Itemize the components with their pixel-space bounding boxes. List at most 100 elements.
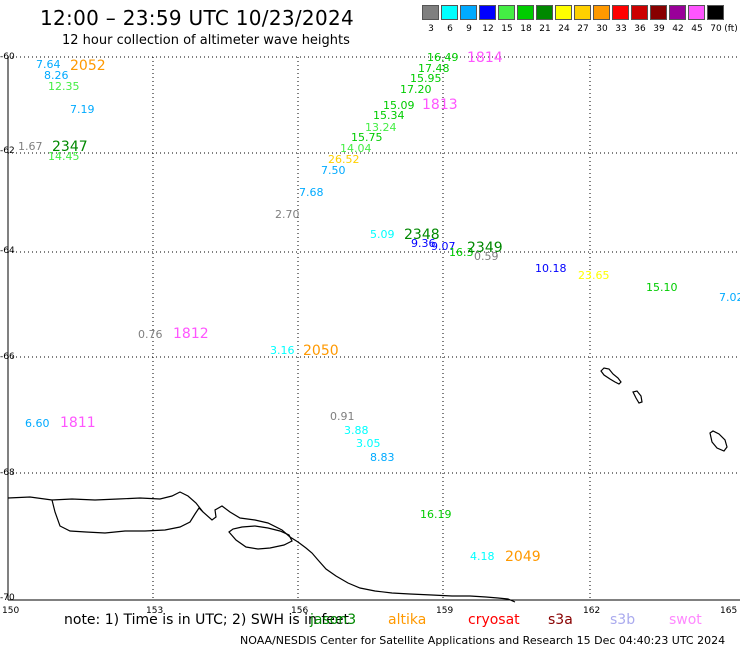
antarctica-coastline	[7, 491, 516, 603]
lon-label-156: 156	[291, 606, 309, 616]
wave-height-value: 15.34	[373, 109, 405, 122]
scale-label-12: 12	[482, 24, 494, 34]
wave-height-value: 2.70	[275, 208, 300, 221]
wave-height-value: 15.95	[410, 72, 442, 85]
coastline-inlet	[228, 525, 293, 550]
scale-label-36: 36	[634, 24, 646, 34]
wave-height-value: 14.45	[48, 150, 80, 163]
wave-height-value: 4.18	[470, 550, 495, 563]
wave-height-value: 23.65	[578, 269, 610, 282]
wave-height-value: 9.36	[411, 237, 436, 250]
lat-label-70: -70	[0, 593, 15, 603]
satellite-legend-s3b: s3b	[610, 612, 636, 628]
wave-height-value: 7.19	[70, 103, 95, 116]
track-time-label: 1811	[60, 415, 96, 431]
grid-lines	[8, 56, 740, 600]
scale-label-21: 21	[539, 24, 551, 34]
wave-height-value: 3.88	[344, 424, 369, 437]
scale-swatch-70	[707, 5, 724, 20]
credit-footer: NOAA/NESDIS Center for Satellite Applica…	[240, 634, 726, 647]
wave-height-value: 7.68	[299, 186, 324, 199]
scale-label-24: 24	[558, 24, 570, 34]
scale-swatch-24	[555, 5, 572, 20]
satellite-legend-jason3: jason3	[310, 612, 357, 628]
wave-height-value: 9.07	[431, 240, 456, 253]
scale-swatch-3	[422, 5, 439, 20]
wave-height-value: 3.16	[270, 344, 295, 357]
scale-label-45: 45	[691, 24, 703, 34]
wave-height-value: 8.26	[44, 69, 69, 82]
scale-label-6: 6	[447, 24, 453, 34]
track-time-label: 2049	[505, 549, 541, 565]
track-time-label: 2052	[70, 58, 106, 74]
map-subtitle: 12 hour collection of altimeter wave hei…	[62, 33, 350, 48]
track-time-label: 1814	[467, 50, 503, 66]
coastline-embayment	[51, 499, 204, 534]
lat-label-64: -64	[0, 246, 15, 256]
wave-height-value: 16.49	[427, 51, 459, 64]
scale-label-33: 33	[615, 24, 627, 34]
scale-swatch-30	[593, 5, 610, 20]
lat-label-60: -60	[0, 52, 15, 62]
scale-swatch-39	[650, 5, 667, 20]
scale-label-15: 15	[501, 24, 513, 34]
lat-label-68: -68	[0, 468, 15, 478]
track-time-label: 2050	[303, 343, 339, 359]
scale-label-3: 3	[428, 24, 434, 34]
scale-label-9: 9	[466, 24, 472, 34]
wave-height-value: 17.20	[400, 83, 432, 96]
scale-swatch-45	[688, 5, 705, 20]
island-1	[600, 367, 622, 385]
lon-label-153: 153	[146, 606, 164, 616]
wave-height-value: 1.67	[18, 140, 43, 153]
scale-label-70: 70	[710, 24, 722, 34]
scale-label-42: 42	[672, 24, 684, 34]
wave-height-value: 8.83	[370, 451, 395, 464]
track-time-label: 2347	[52, 139, 88, 155]
wave-height-value: 26.52	[328, 153, 360, 166]
scale-swatch-12	[479, 5, 496, 20]
map-title: 12:00 – 23:59 UTC 10/23/2024	[40, 6, 355, 30]
wave-height-value: 12.35	[48, 80, 80, 93]
wave-height-value: 14.04	[340, 142, 372, 155]
lat-label-66: -66	[0, 352, 15, 362]
wave-height-value: 0.91	[330, 410, 355, 423]
track-time-label: 2348	[404, 227, 440, 243]
lon-label-150: 150	[2, 606, 20, 616]
track-time-label: 2349	[467, 240, 503, 256]
wave-height-value: 7.50	[321, 164, 346, 177]
track-time-label: 1812	[173, 326, 209, 342]
satellite-legend-altika: altika	[388, 612, 427, 628]
scale-swatch-21	[536, 5, 553, 20]
scale-swatch-9	[460, 5, 477, 20]
scale-label-30: 30	[596, 24, 608, 34]
track-time-label: 1813	[422, 97, 458, 113]
satellite-legend-cryosat: cryosat	[468, 612, 520, 628]
wave-height-value: 16.19	[420, 508, 452, 521]
scale-swatch-18	[517, 5, 534, 20]
wave-height-value: 17.48	[418, 62, 450, 75]
scale-unit-label: (ft)	[724, 24, 738, 34]
wave-height-value: 13.24	[365, 121, 397, 134]
lon-label-165: 165	[720, 606, 738, 616]
wave-height-value: 16.3	[449, 246, 474, 259]
island-2	[632, 390, 643, 404]
satellite-legend-s3a: s3a	[548, 612, 573, 628]
scale-swatch-36	[631, 5, 648, 20]
wave-height-value: 0.59	[474, 250, 499, 263]
wave-height-value: 3.05	[356, 437, 381, 450]
scale-swatch-6	[441, 5, 458, 20]
lat-label-62: -62	[0, 146, 15, 156]
scale-swatch-27	[574, 5, 591, 20]
island-3	[709, 430, 728, 452]
footnote: note: 1) Time is in UTC; 2) SWH is in fe…	[64, 612, 350, 628]
wave-height-value: 6.60	[25, 417, 50, 430]
wave-height-value: 10.18	[535, 262, 567, 275]
scale-label-39: 39	[653, 24, 665, 34]
scale-swatch-15	[498, 5, 515, 20]
scale-label-18: 18	[520, 24, 532, 34]
wave-height-value: 15.09	[383, 99, 415, 112]
wave-height-value: 7.64	[36, 58, 61, 71]
wave-height-value: 15.75	[351, 131, 383, 144]
